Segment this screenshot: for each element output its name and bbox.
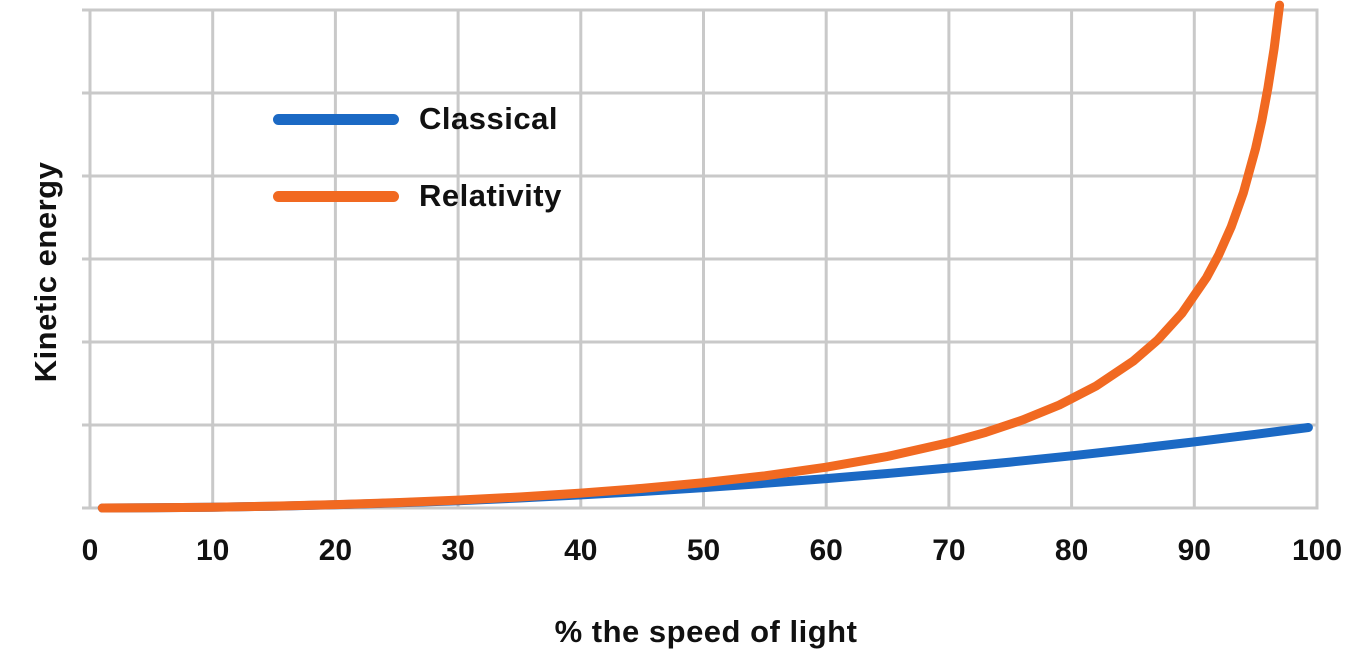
relativity-legend-line-swatch xyxy=(273,190,399,202)
plot-border xyxy=(88,8,1319,510)
x-tick-label-100: 100 xyxy=(1291,534,1343,567)
x-tick-label-90: 90 xyxy=(1177,534,1211,567)
x-tick-label-70: 70 xyxy=(932,534,966,567)
x-tick-label-60: 60 xyxy=(809,534,843,567)
classical-legend-line-swatch xyxy=(273,113,399,125)
x-axis-title: % the speed of light xyxy=(554,614,858,649)
x-tick-label-30: 30 xyxy=(441,534,475,567)
legend-label-classical: Classical xyxy=(419,101,558,136)
x-tick-label-10: 10 xyxy=(196,534,230,567)
x-tick-label-80: 80 xyxy=(1054,534,1089,567)
legend-item-classical: Classical xyxy=(273,97,562,141)
x-tick-label-20: 20 xyxy=(318,534,353,567)
x-tick-label-40: 40 xyxy=(564,534,598,567)
x-tick-label-0: 0 xyxy=(81,534,99,567)
legend: Classical Relativity xyxy=(273,97,562,218)
classical-curve xyxy=(97,423,1313,513)
y-axis-title: Kinetic energy xyxy=(28,161,63,383)
x-tick-label-50: 50 xyxy=(686,534,721,567)
relativity-curve xyxy=(97,0,1285,513)
legend-item-relativity: Relativity xyxy=(273,174,562,218)
legend-label-relativity: Relativity xyxy=(419,178,562,213)
